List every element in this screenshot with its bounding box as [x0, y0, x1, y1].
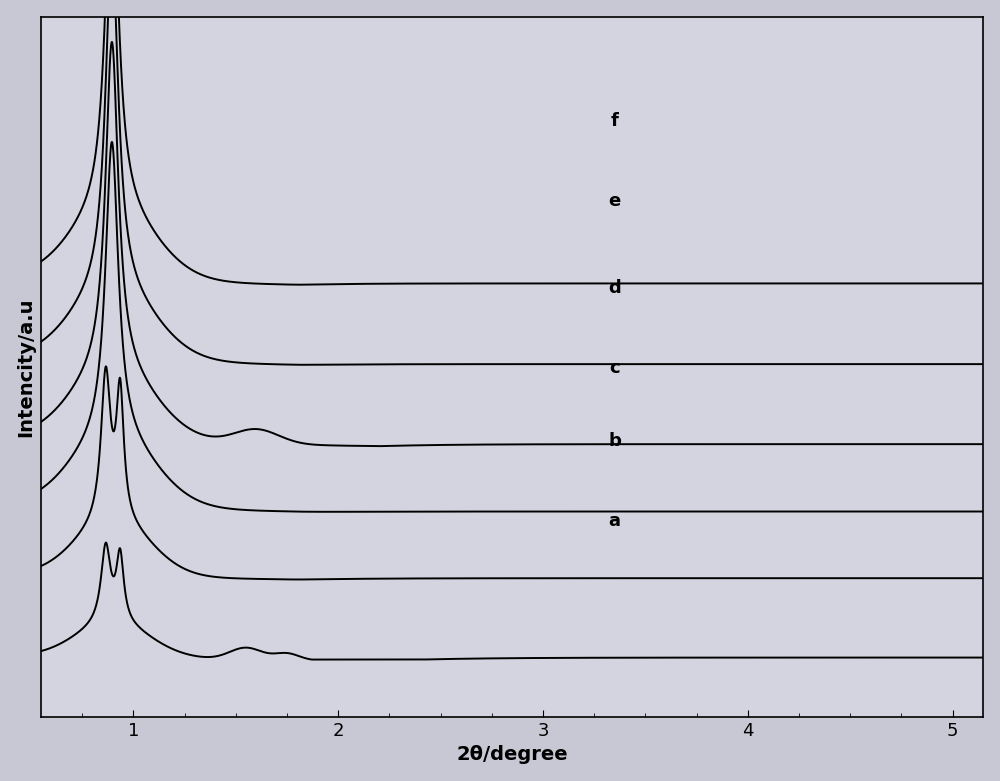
Text: c: c — [609, 358, 620, 376]
Text: d: d — [608, 279, 621, 297]
Text: a: a — [609, 512, 621, 530]
X-axis label: 2θ/degree: 2θ/degree — [456, 745, 568, 765]
Text: e: e — [609, 192, 621, 210]
Text: b: b — [608, 432, 621, 450]
Y-axis label: Intencity/a.u: Intencity/a.u — [17, 297, 36, 437]
Text: f: f — [611, 112, 619, 130]
